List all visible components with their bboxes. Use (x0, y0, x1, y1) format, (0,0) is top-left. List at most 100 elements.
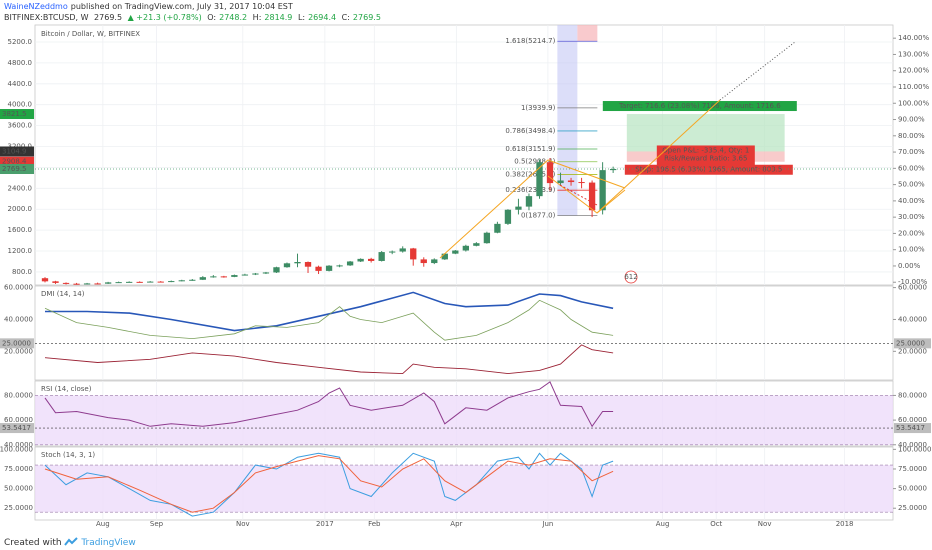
y-tick-label: 50.0000 (898, 485, 927, 493)
brand[interactable]: TradingView (81, 538, 136, 548)
price-tag (0, 156, 34, 167)
candle-body (104, 282, 112, 284)
y-tick-label: 4800.0 (8, 59, 33, 67)
drawing (439, 159, 626, 259)
candle-body (462, 245, 469, 251)
pnl-label: Open P&L: -335.4, Qty: 1 (662, 146, 749, 154)
candle-body (357, 258, 364, 262)
candle-body (525, 196, 533, 207)
ratio-label: Risk/Reward Ratio: 3.65 (664, 154, 747, 162)
y-tick-label: 75.0000 (898, 465, 927, 473)
candle-body (420, 259, 427, 264)
price-tag-label: 2908.4 (2, 158, 27, 166)
fib-zone (577, 25, 598, 42)
drawings-under (439, 41, 796, 259)
y2-tick-label: 100.00% (898, 99, 929, 107)
y-tick-label: 60.0000 (4, 416, 33, 424)
price-tag (0, 164, 34, 175)
author[interactable]: WaineNZeddmo (4, 2, 68, 11)
candle-body (315, 266, 322, 271)
fib-label: 0.382(2665.0) (505, 170, 555, 178)
y2-tick-label: 20.00% (898, 229, 925, 237)
y2-tick-label: -10.00% (898, 278, 928, 286)
level-tag-label: 25.0000 (896, 339, 925, 347)
ohlc-label: C: (341, 13, 350, 22)
x-tick-label: 2017 (316, 520, 334, 528)
indicator-line (44, 344, 614, 375)
candle-body (557, 180, 564, 184)
logo (64, 537, 79, 546)
x-tick-label: Apr (450, 520, 462, 528)
y2-tick-label: 40.00% (898, 197, 925, 205)
price-tag-label: 2769.5 (2, 165, 27, 173)
y-tick-label: 100.0000 (0, 445, 33, 453)
price-tag-label: 3821.5 (2, 110, 27, 118)
fib-label: 0.5(2908.4) (514, 158, 555, 166)
high: 2814.9 (264, 13, 293, 22)
y-tick-label: 5200.0 (8, 38, 33, 46)
candle-body (210, 276, 217, 278)
level-tag (0, 423, 34, 434)
fib-label: 0(1877.0) (521, 212, 556, 220)
ohlc-label: L: (297, 13, 306, 22)
panel (34, 285, 894, 381)
created-with: Created with (4, 538, 62, 548)
fib-label: 1.618(5214.7) (505, 37, 555, 45)
candle-body (115, 282, 122, 284)
target-label: Target: 716.6 (23.08%) 7166, Amount: 171… (618, 102, 781, 110)
y2-tick-label: 120.00% (898, 67, 929, 75)
candle-body (410, 248, 417, 260)
candle-body (231, 275, 238, 277)
y-tick-label: 2000.0 (8, 205, 33, 213)
indicator-line (44, 381, 614, 428)
candle-body (504, 209, 512, 224)
candle-body (389, 251, 396, 253)
candle-body (199, 277, 206, 280)
candle-body (578, 182, 585, 184)
y-tick-label: 40.0000 (898, 441, 927, 449)
x-tick-label: Sep (150, 520, 164, 528)
open: 2748.2 (219, 13, 248, 22)
y-tick-label: 4400.0 (8, 80, 33, 88)
band (35, 395, 893, 445)
y-tick-label: 2400.0 (8, 184, 33, 192)
indicator-line (45, 291, 614, 332)
indicator-line (44, 452, 614, 517)
candle-body (515, 206, 522, 210)
level-tag (894, 423, 931, 434)
y2-tick-label: 130.00% (898, 50, 929, 58)
level-tag (894, 338, 931, 349)
level-tag (0, 338, 34, 349)
candle-body (494, 223, 501, 233)
target-box (602, 101, 797, 112)
y2-tick-label: 140.00% (898, 34, 929, 42)
y2-tick-label: 80.00% (898, 132, 925, 140)
drawing (559, 184, 598, 206)
candle-body (346, 261, 354, 266)
y-tick-label: 20.0000 (4, 347, 33, 355)
events-badge (624, 270, 638, 284)
candle-body (41, 278, 49, 282)
candle-body (157, 281, 164, 283)
fib-label: 0.786(3498.4) (505, 127, 555, 135)
price-tag (0, 146, 34, 157)
panel-title: DMI (14, 14) (41, 290, 85, 298)
x-tick-label: Oct (710, 520, 722, 528)
x-tick-label: Nov (236, 520, 250, 528)
candle-body (304, 262, 312, 267)
ohlc-label: O: (207, 13, 217, 22)
y-tick-label: 60.0000 (4, 284, 33, 292)
x-tick-label: Feb (368, 520, 381, 528)
y2-tick-label: 50.00% (898, 181, 925, 189)
y-tick-label: 1200.0 (8, 247, 33, 255)
candle-body (378, 252, 385, 261)
panel-title: Bitcoin / Dollar, W, BITFINEX (41, 30, 140, 38)
x-tick-label: Aug (96, 520, 110, 528)
drawing (719, 41, 796, 101)
header-line-1: WaineNZeddmo published on TradingView.com… (4, 2, 296, 11)
events-label: 612 (624, 273, 637, 281)
fib-label: 1(3939.9) (521, 104, 556, 112)
y2-tick-label: 0.00% (898, 262, 921, 270)
price-tag (0, 109, 34, 120)
